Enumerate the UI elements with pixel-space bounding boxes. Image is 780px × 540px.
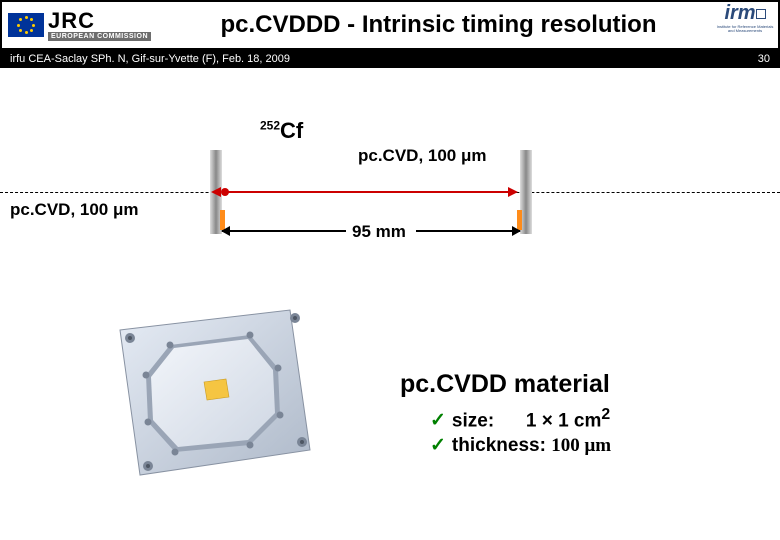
- material-block: pc.CVDD material ✓size: 1 × 1 cm2 ✓thick…: [400, 370, 750, 459]
- distance-label: 95 mm: [352, 222, 406, 242]
- banner-left: irfu CEA-Saclay SPh. N, Gif-sur-Yvette (…: [10, 53, 290, 65]
- irm-logo: irm Institute for Reference Materials an…: [716, 2, 774, 48]
- header-bar: JRC EUROPEAN COMMISSION pc.CVDDD - Intri…: [0, 0, 780, 50]
- cf-elem: Cf: [280, 118, 303, 143]
- material-thickness: ✓thickness: 100 μm: [430, 434, 750, 459]
- timing-diagram: 252Cf pc.CVD, 100 μm pc.CVD, 100 μm 95 m…: [90, 120, 560, 260]
- banner-right: 30: [758, 53, 770, 65]
- page-title: pc.CVDDD - Intrinsic timing resolution: [151, 11, 716, 39]
- irm-sub: Institute for Reference Materials and Me…: [716, 25, 774, 33]
- eu-flag-icon: [8, 13, 44, 37]
- jrc-logo: JRC EUROPEAN COMMISSION: [2, 10, 151, 41]
- jrc-label: JRC: [48, 10, 151, 32]
- irm-label: irm: [724, 2, 755, 24]
- detector-left-label: pc.CVD, 100 μm: [10, 200, 139, 220]
- irm-square-icon: [756, 9, 766, 19]
- detector-right: [520, 150, 532, 234]
- check-icon: ✓: [430, 435, 446, 456]
- check-icon: ✓: [430, 410, 446, 431]
- footer-banner: irfu CEA-Saclay SPh. N, Gif-sur-Yvette (…: [0, 50, 780, 68]
- detector-right-label: pc.CVD, 100 μm: [358, 146, 487, 166]
- beam-left-arrow: [211, 190, 225, 194]
- cf-source-label: 252Cf: [260, 118, 303, 144]
- material-title: pc.CVDD material: [400, 370, 750, 399]
- dim-arrow-left: [222, 230, 346, 232]
- detector-photo-svg: [100, 290, 330, 490]
- cf-mass: 252: [260, 119, 280, 133]
- dim-arrow-right: [416, 230, 520, 232]
- detector-photo: [100, 290, 330, 490]
- material-size: ✓size: 1 × 1 cm2: [430, 405, 750, 434]
- beam-right-arrow: [226, 190, 518, 194]
- jrc-sub: EUROPEAN COMMISSION: [48, 32, 151, 41]
